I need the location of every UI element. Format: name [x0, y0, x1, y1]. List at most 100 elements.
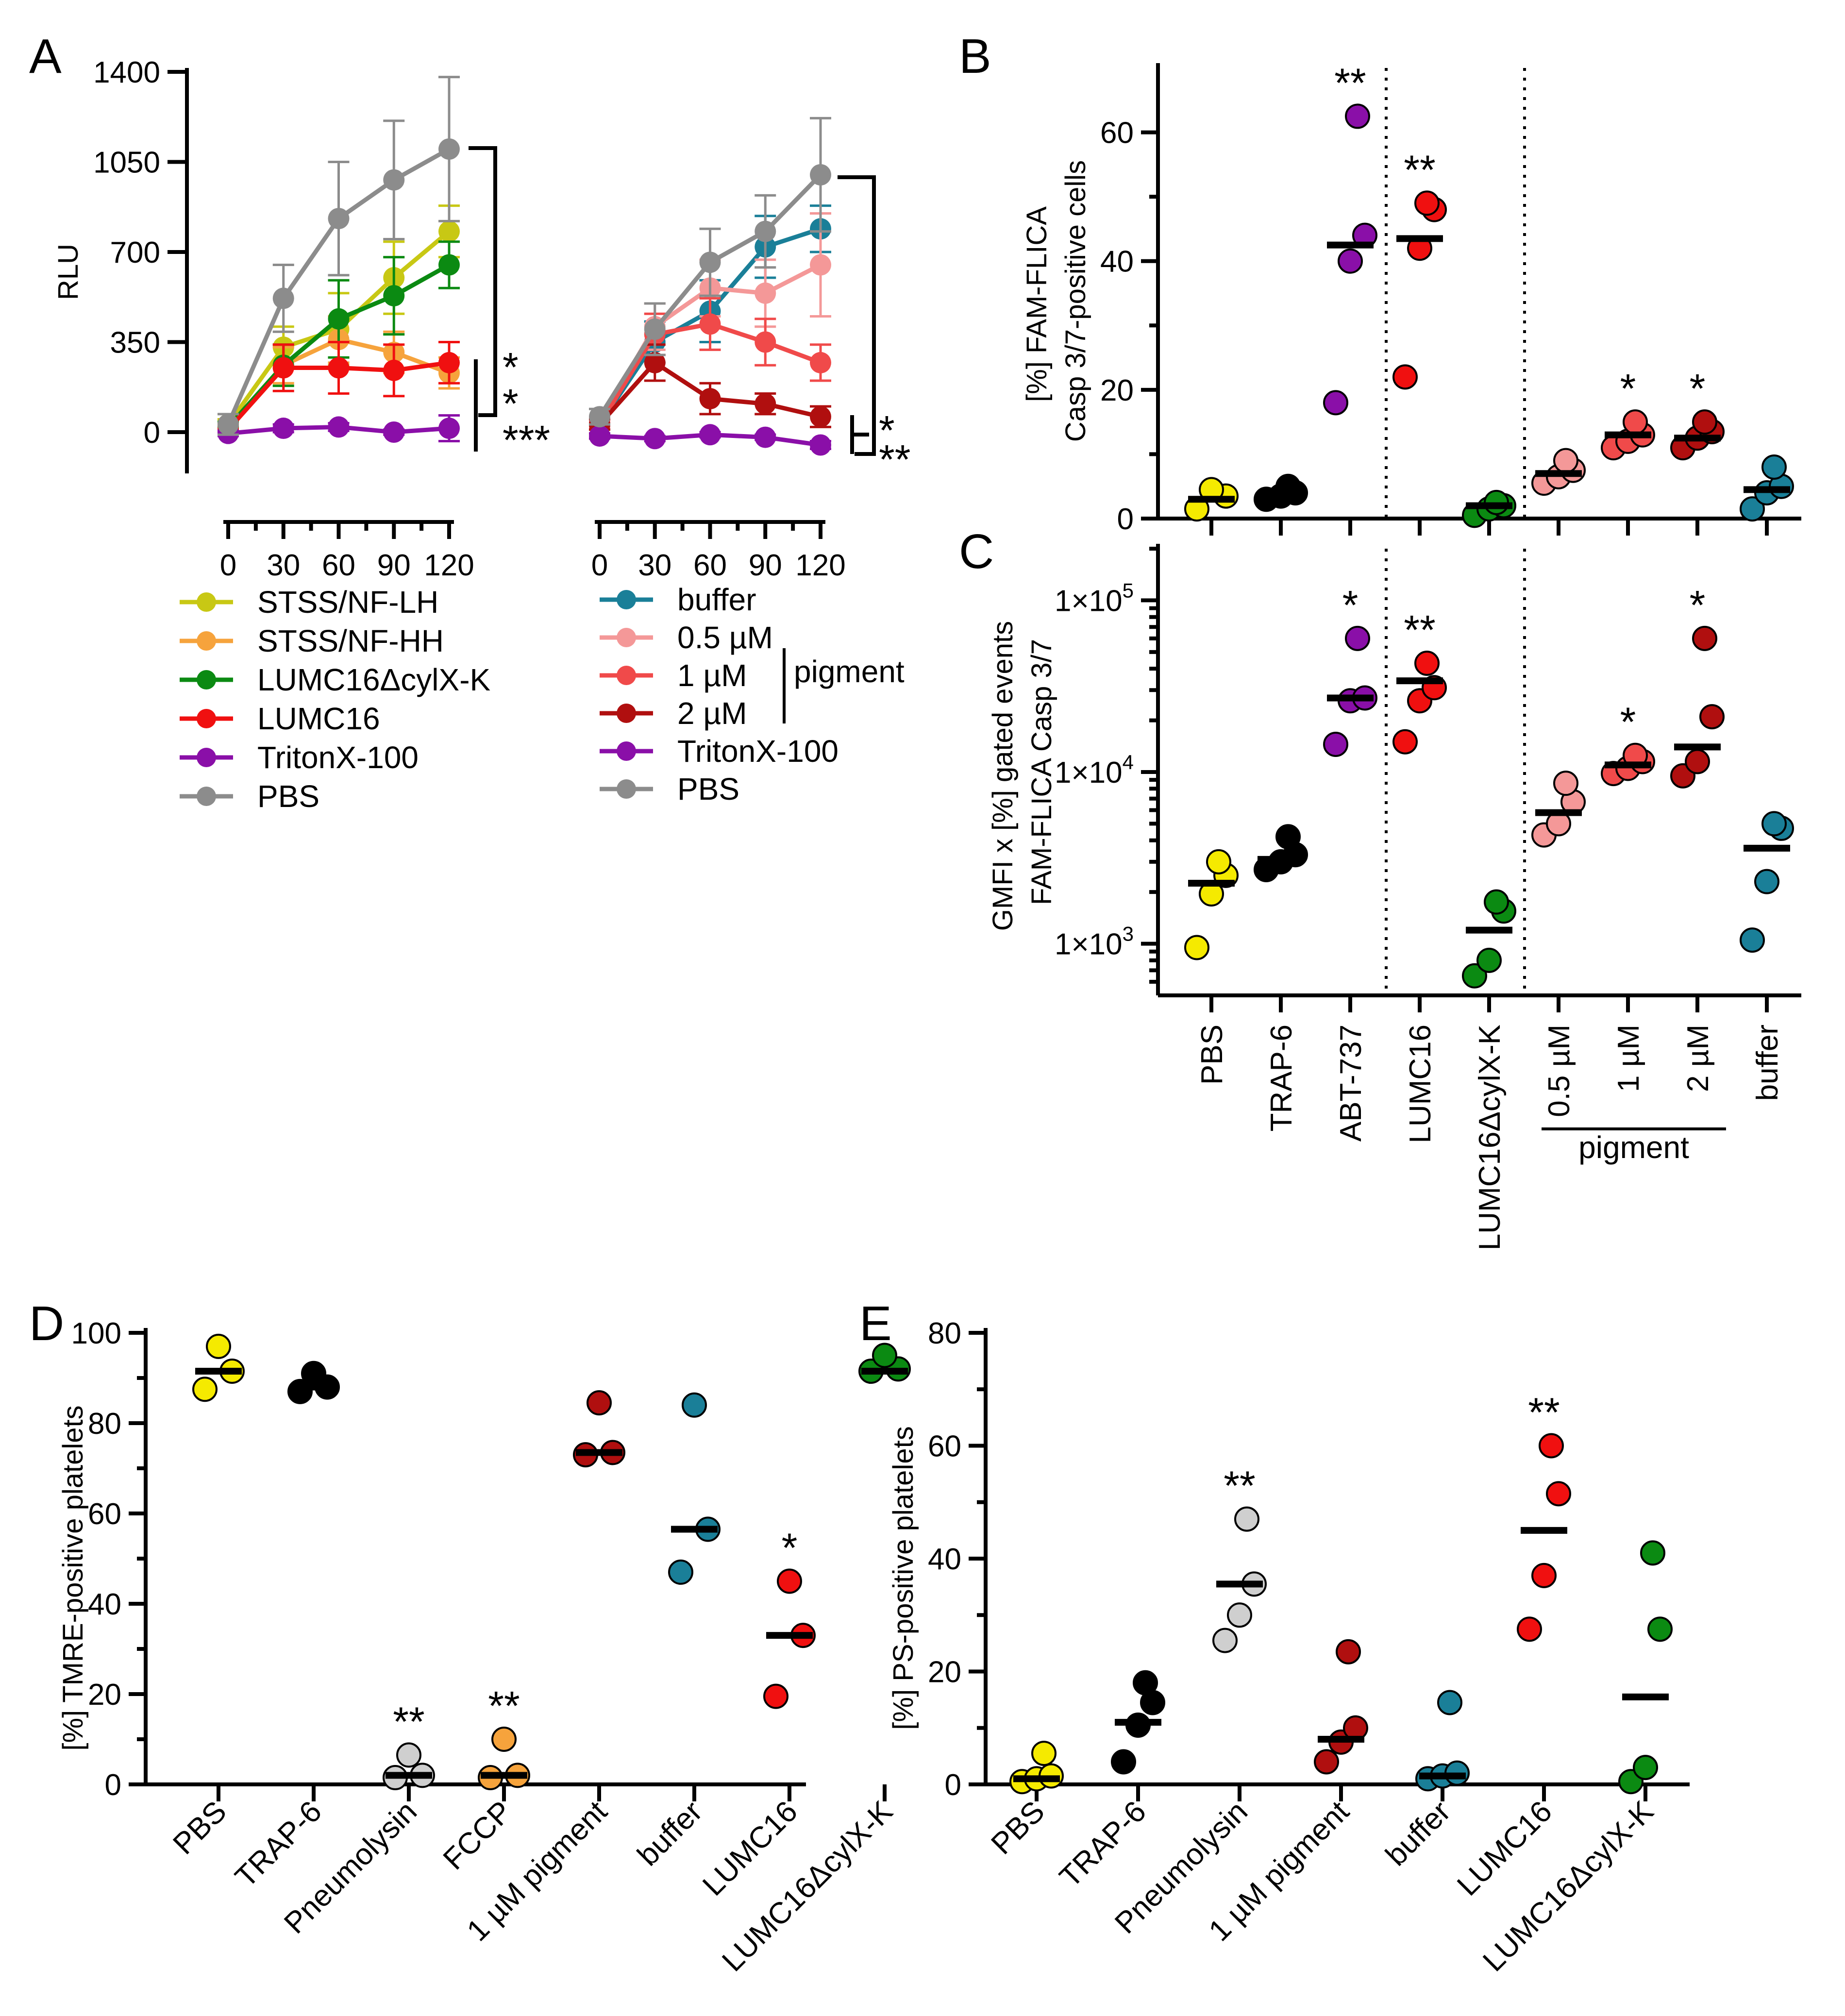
- panel-c-ylabel: GMFI x [%] gated events FAM-FLICA Casp 3…: [987, 613, 1057, 931]
- significance-star: *: [879, 407, 895, 453]
- category-label: buffer: [1379, 1795, 1457, 1872]
- data-point: [644, 428, 666, 450]
- data-point: [1323, 731, 1348, 757]
- data-point: [1553, 771, 1578, 796]
- data-point: [644, 352, 666, 373]
- y-tick-mantissa: 1×10: [1055, 928, 1123, 961]
- panel-a-left-plot: 0 30 60 90 120*****: [218, 76, 550, 582]
- panel-label-e: E: [859, 1296, 892, 1351]
- legend-marker: [197, 748, 216, 767]
- panel-a-ylabel: RLU: [52, 244, 84, 300]
- legend-marker: [197, 787, 216, 806]
- data-point: [1685, 749, 1710, 774]
- x-tick-label: 60: [322, 549, 355, 582]
- panel-a-y-tick-label: 1050: [93, 146, 160, 180]
- significance-star: **: [1404, 147, 1435, 192]
- series-PBS: [589, 117, 831, 428]
- data-point: [272, 287, 294, 309]
- data-point: [1275, 824, 1301, 850]
- data-point: [1414, 651, 1440, 676]
- category-label: LUMC16: [1451, 1795, 1559, 1902]
- panel-c-ylabel-line1: GMFI x [%] gated events: [987, 621, 1019, 931]
- pigment-group-label: pigment: [1578, 1130, 1689, 1165]
- data-point: [699, 388, 721, 410]
- significance-star: **: [393, 1699, 424, 1745]
- data-point: [1699, 704, 1725, 730]
- significance-star: *: [1620, 699, 1636, 745]
- data-point: [1692, 409, 1717, 435]
- data-point: [1392, 364, 1418, 390]
- legend-label: 1 µM: [677, 658, 747, 693]
- panel-d-scatter-chart: [%] TMRE-positive platelets 0 20 40 60 80 100…: [57, 1317, 911, 1978]
- data-point: [1531, 1562, 1557, 1588]
- y-tick-label: 1×104: [1055, 751, 1134, 790]
- legend-label: PBS: [257, 779, 319, 814]
- x-tick-label: 90: [377, 549, 411, 582]
- category-label: LUMC16ΔcylX-K: [716, 1795, 899, 1978]
- y-tick-label: 60: [88, 1497, 121, 1531]
- legend-marker: [617, 590, 636, 609]
- panel-label-a: A: [29, 29, 62, 84]
- significance-bracket-inner: [850, 415, 869, 454]
- data-point: [438, 220, 460, 242]
- data-point: [1234, 1506, 1259, 1532]
- data-point: [206, 1333, 231, 1359]
- significance-star: ***: [503, 417, 550, 463]
- category-label: TRAP-6: [1053, 1795, 1153, 1894]
- data-point: [328, 308, 350, 330]
- data-point: [810, 406, 831, 428]
- data-point: [1314, 1749, 1339, 1775]
- data-point: [1740, 496, 1765, 522]
- panel-c-scatter-chart: GMFI x [%] gated events FAM-FLICA Casp 3…: [987, 544, 1801, 1250]
- data-point: [192, 1377, 218, 1402]
- data-point: [755, 220, 776, 242]
- legend-marker: [197, 670, 216, 689]
- data-point: [755, 331, 776, 353]
- data-point: [587, 1390, 612, 1416]
- x-tick-label: 0: [220, 549, 236, 582]
- data-point: [1462, 963, 1487, 989]
- data-point: [682, 1392, 707, 1418]
- y-tick-label: 20: [88, 1678, 121, 1712]
- significance-star: *: [503, 381, 519, 426]
- category-label: 2 µM: [1681, 1025, 1715, 1092]
- y-tick-label: 100: [71, 1317, 121, 1350]
- category-label: 1 µM: [1612, 1025, 1645, 1092]
- x-tick-label: 120: [795, 549, 845, 582]
- data-point: [1414, 190, 1440, 216]
- panel-d-ylabel: [%] TMRE-positive platelets: [57, 1405, 89, 1750]
- data-point: [1227, 1602, 1252, 1628]
- data-point: [1133, 1670, 1158, 1696]
- data-point: [872, 1343, 897, 1368]
- category-label: TRAP-6: [229, 1795, 328, 1894]
- y-tick-label: 40: [88, 1588, 121, 1621]
- category-label: FCCP: [437, 1795, 519, 1876]
- legend-marker: [617, 628, 636, 647]
- legend-marker: [617, 666, 636, 685]
- data-point: [1392, 729, 1418, 755]
- x-tick-label: 30: [638, 549, 671, 582]
- data-point: [396, 1742, 421, 1768]
- data-point: [1031, 1741, 1057, 1766]
- y-tick-label: 0: [1117, 503, 1134, 536]
- legend-label: 0.5 µM: [677, 620, 773, 655]
- data-point: [383, 359, 405, 381]
- y-tick-label: 1×105: [1055, 579, 1134, 618]
- legend-label: LUMC16: [257, 701, 380, 736]
- data-point: [272, 357, 294, 379]
- data-point: [1517, 1616, 1542, 1642]
- legend-label: STSS/NF-LH: [257, 585, 438, 620]
- y-tick-exponent: 4: [1123, 751, 1134, 773]
- panel-e-ylabel: [%] PS-positive platelets: [888, 1426, 919, 1730]
- data-point: [755, 426, 776, 448]
- category-label: ABT-737: [1334, 1025, 1368, 1142]
- y-tick-exponent: 3: [1123, 923, 1134, 945]
- data-point: [383, 169, 405, 191]
- data-point: [810, 164, 831, 185]
- data-point: [1437, 1690, 1462, 1715]
- data-point: [383, 421, 405, 443]
